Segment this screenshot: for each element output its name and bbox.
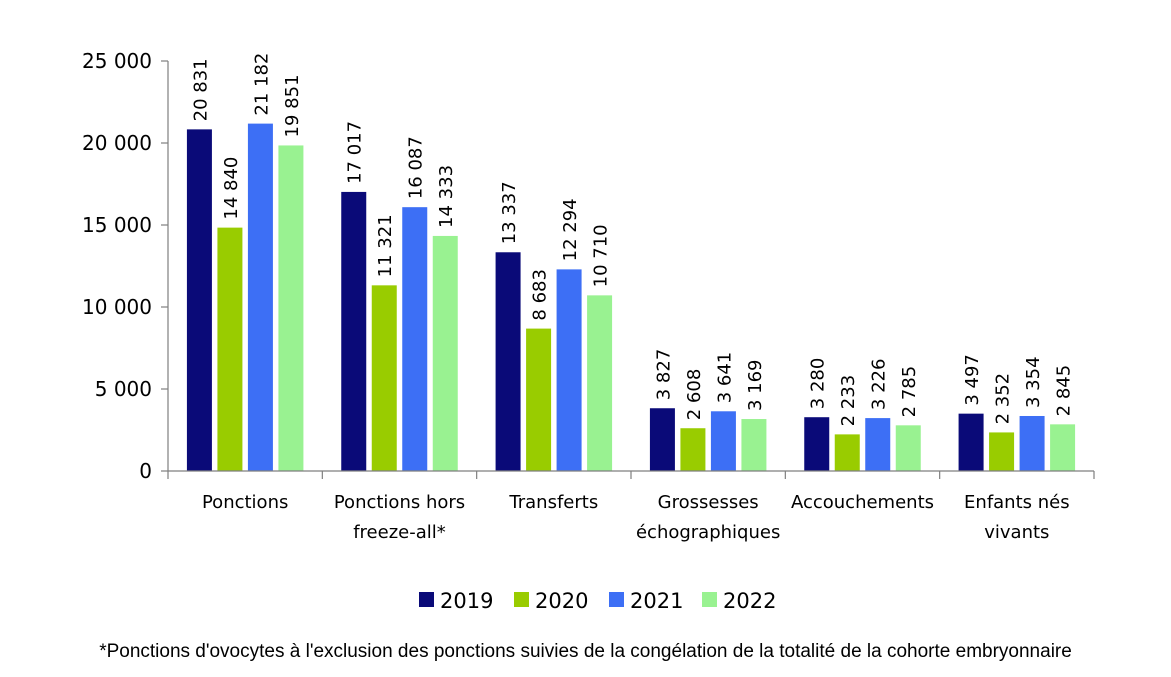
bar [680, 428, 706, 471]
bar [526, 328, 552, 471]
bar-value-label: 10 710 [591, 224, 612, 287]
x-tick-label: Accouchements [791, 492, 934, 513]
bar-value-label: 3 641 [714, 352, 735, 404]
legend-label: 2019 [440, 589, 493, 613]
bar [217, 227, 243, 471]
legend-label: 2021 [630, 589, 683, 613]
bar [278, 145, 304, 471]
bar-value-label: 17 017 [345, 121, 366, 184]
x-axis: Ponctions Ponctions hors freeze-all* Transf… [167, 470, 1095, 543]
bar [186, 129, 212, 472]
legend: 2019 2020 2021 2022 [419, 589, 776, 613]
y-tick-label: 20 000 [82, 131, 152, 155]
bar [371, 285, 397, 471]
legend-swatch [514, 592, 529, 607]
bar-value-label: 3 827 [653, 349, 674, 401]
bar [804, 417, 830, 471]
y-tick-label: 5 000 [95, 377, 152, 401]
x-tick-label: Ponctions [202, 492, 288, 513]
x-tick-label: Enfants nés vivants [964, 492, 1070, 543]
bar-value-label: 3 280 [808, 358, 829, 410]
bar [495, 252, 521, 471]
bar [649, 408, 675, 471]
bar-value-label: 11 321 [375, 214, 396, 277]
bar-value-label: 20 831 [190, 58, 211, 121]
x-tick-label: Ponctions hors freeze-all* [334, 492, 465, 543]
bar-value-label: 2 785 [899, 366, 920, 418]
bar-value-label: 2 845 [1054, 365, 1075, 417]
legend-label: 2022 [723, 589, 776, 613]
bar [432, 235, 458, 471]
x-tick-label: Grossesses échographiques [636, 492, 780, 543]
y-axis: 0 5 000 10 000 15 000 20 000 25 000 [82, 49, 169, 483]
x-tick-label: Transferts [508, 492, 598, 513]
bar-value-label: 2 233 [838, 375, 859, 427]
bar-value-label: 16 087 [406, 136, 427, 199]
y-tick-label: 0 [139, 459, 152, 483]
y-tick-label: 15 000 [82, 213, 152, 237]
bar [247, 123, 273, 471]
bar-value-label: 8 683 [530, 269, 551, 321]
bar-value-label: 19 851 [282, 74, 303, 137]
bar-value-label: 3 226 [869, 359, 890, 411]
bar-value-label: 13 337 [499, 181, 520, 244]
bar [741, 419, 767, 471]
footnote: *Ponctions d'ovocytes à l'exclusion des … [99, 641, 1072, 662]
bar-value-label: 14 333 [436, 165, 457, 228]
value-labels: 20 831 14 840 21 182 19 851 17 017 11 321 16 0… [190, 53, 1074, 427]
legend-swatch [609, 592, 624, 607]
bar-value-label: 3 354 [1023, 356, 1044, 408]
bar-value-label: 3 169 [745, 359, 766, 411]
legend-label: 2020 [535, 589, 588, 613]
legend-swatch [419, 592, 434, 607]
y-tick-label: 25 000 [82, 49, 152, 73]
bar [587, 295, 613, 471]
bar [895, 425, 921, 471]
bar-value-label: 14 840 [221, 157, 242, 220]
bar [834, 434, 860, 471]
bar-value-label: 2 352 [993, 373, 1014, 425]
bar [402, 207, 428, 471]
bar-value-label: 21 182 [251, 53, 272, 116]
bar-value-label: 2 608 [684, 369, 705, 421]
y-tick-label: 10 000 [82, 295, 152, 319]
bar [1019, 415, 1045, 471]
bar-value-label: 3 497 [962, 354, 983, 406]
bar [556, 269, 582, 471]
bars [186, 123, 1076, 472]
bar [341, 191, 367, 471]
bar-value-label: 12 294 [560, 198, 581, 261]
legend-swatch [702, 592, 717, 607]
bar [1050, 424, 1076, 471]
bar [958, 413, 984, 471]
bar [710, 411, 736, 471]
bar [865, 418, 891, 471]
bar [989, 432, 1015, 471]
